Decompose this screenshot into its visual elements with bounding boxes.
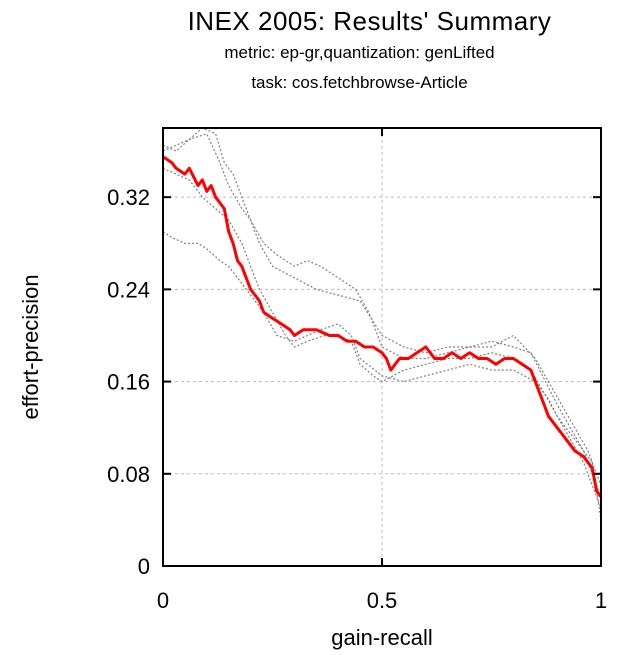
y-tick-label-1: 0.08	[107, 462, 150, 487]
y-tick-label-0: 0	[138, 554, 150, 579]
series-line-4	[162, 133, 602, 486]
y-axis-label: effort-precision	[18, 274, 43, 419]
chart-subtitle-metric: metric: ep-gr,quantization: genLifted	[224, 43, 495, 62]
chart-title: INEX 2005: Results' Summary	[187, 6, 552, 36]
grid-lines	[163, 128, 601, 566]
y-tick-label-3: 0.24	[107, 277, 150, 302]
x-axis-label: gain-recall	[331, 625, 433, 650]
x-tick-label-1: 0.5	[367, 588, 398, 613]
series-line-0	[162, 155, 603, 498]
y-tick-label-2: 0.16	[107, 370, 150, 395]
chart-subtitle-task: task: cos.fetchbrowse-Article	[251, 73, 468, 92]
y-tick-label-4: 0.32	[107, 185, 150, 210]
series-line-2	[162, 231, 602, 509]
series-line-3	[162, 167, 602, 520]
x-tick-label-2: 1	[595, 588, 607, 613]
axis-ticks: 0 0.5 1 0 0.08 0.16 0.24 0.32	[107, 128, 607, 613]
series-lines	[162, 127, 603, 520]
x-tick-label-0: 0	[157, 588, 169, 613]
